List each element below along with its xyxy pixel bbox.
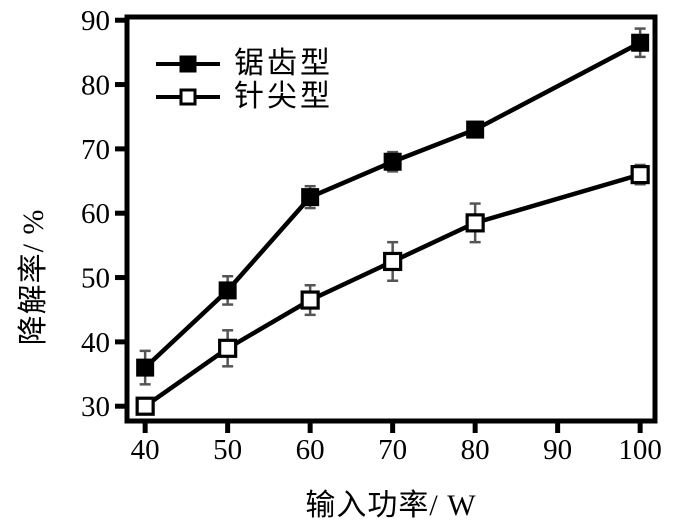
data-point-marker-2 (300, 290, 320, 310)
open-square-marker-icon (156, 88, 220, 105)
data-point-marker-1 (218, 281, 237, 300)
y-axis-tick-label: 60 (81, 198, 110, 230)
x-axis-tick-label: 90 (543, 434, 572, 466)
data-point-marker-2 (383, 251, 403, 272)
legend: 锯齿型 针尖型 (156, 47, 333, 113)
filled-square-icon (179, 55, 197, 72)
data-point-marker-1 (301, 188, 320, 207)
plot-frame (124, 14, 658, 424)
y-axis-tick-label: 80 (81, 70, 110, 102)
data-point-marker-2 (630, 165, 650, 185)
x-axis-tick-label: 80 (461, 434, 490, 466)
data-point-marker-1 (136, 358, 155, 377)
legend-label-sawtooth: 锯齿型 (234, 46, 333, 80)
x-axis-tick-label: 100 (618, 434, 662, 466)
y-axis-title: 降解率/ % (17, 208, 50, 346)
data-point-marker-2 (135, 396, 155, 416)
filled-square-marker-icon (156, 55, 220, 72)
data-point-marker-1 (466, 120, 485, 139)
legend-item-sawtooth: 锯齿型 (156, 47, 333, 80)
legend-item-needle: 针尖型 (156, 80, 333, 113)
y-axis-tick-label: 90 (81, 5, 110, 37)
y-axis-tick-label: 40 (81, 327, 110, 359)
data-point-marker-1 (383, 152, 402, 171)
y-axis-tick-label: 30 (81, 391, 110, 423)
open-square-icon (179, 88, 197, 105)
legend-label-needle: 针尖型 (234, 79, 333, 113)
data-point-marker-2 (465, 213, 485, 233)
y-axis-tick-label: 50 (81, 263, 110, 295)
x-axis-tick-label: 70 (378, 434, 407, 466)
series-line-2 (142, 172, 643, 409)
series-line-1 (142, 40, 643, 370)
x-axis-tick-label: 40 (131, 434, 160, 466)
x-axis-tick-label: 60 (296, 434, 325, 466)
data-point-marker-2 (218, 338, 238, 358)
x-axis-tick-label: 50 (213, 434, 242, 466)
data-point-marker-1 (631, 33, 650, 52)
y-axis-tick-label: 70 (81, 134, 110, 166)
x-axis-title: 输入功率/ W (305, 489, 477, 522)
